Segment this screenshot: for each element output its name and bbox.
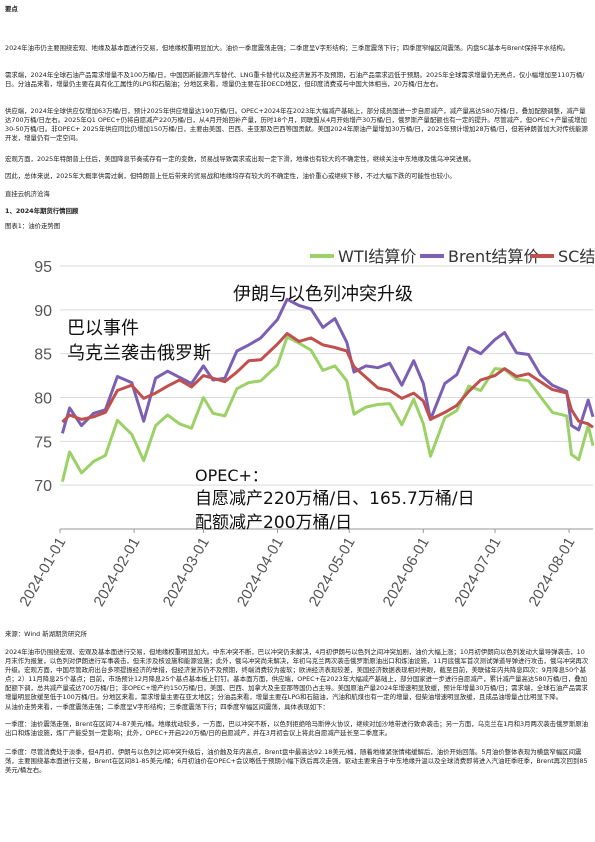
figure-caption: 图表1：油价走势图: [5, 222, 61, 230]
chart-annotation: 配额减产200万桶/日: [195, 513, 352, 533]
y-tick-label: 95: [34, 259, 52, 276]
oil-price-chart: 70 75 80 85 90 95 2024-01-01 2024-02-01 2024-03-…: [5, 236, 595, 626]
y-tick-label: 70: [34, 478, 52, 495]
paragraph-macro: 宏观方面，2025年特朗普上任后，美国降息节奏或存有一定的变数，贸易战导致需求或…: [5, 155, 475, 163]
oil-price-chart-svg: 70 75 80 85 90 95 2024-01-01 2024-02-01 2024-03-…: [16, 247, 595, 610]
x-tick-label: 2024-07-01: [451, 535, 504, 610]
x-tick-label: 2024-04-01: [234, 535, 287, 610]
x-tick-label: 2024-03-01: [160, 535, 213, 610]
chart-annotation: 巴以事件: [67, 318, 139, 339]
series-line-1: [60, 335, 595, 483]
x-tick-label: 2024-02-01: [90, 535, 143, 610]
paragraph-trend-intro: 从油价走势来看，一季度震荡走强；二季度呈V字形结构；三季度震荡下行；四季度窄幅区…: [5, 703, 329, 711]
chart-annotation: 自愿减产220万桶/日、165.7万桶/日: [195, 489, 475, 509]
chart-annotation: 乌克兰袭击俄罗斯: [67, 343, 211, 364]
y-tick-label: 85: [34, 347, 52, 364]
legend-label-3: SC结算价: [558, 247, 595, 266]
series-line-3: [61, 332, 594, 429]
paragraph-review: 2024年油市仍围绕宏观、宏观及基本面进行交易，但地缘权重明显加大。中东冲突不断…: [5, 648, 589, 701]
y-tick-label: 75: [34, 434, 52, 451]
paragraph-q2: 二季度：尽管消费处于淡季，但4月初，伊朗与以色列之间冲突升级后，油价触及年内高点…: [5, 748, 588, 774]
x-tick-label: 2024-05-01: [306, 535, 359, 610]
paragraph-q1: 一季度：油价震荡走强，Brent在区间74-87美元/桶。地缘扰动较多，一方面，…: [5, 720, 589, 737]
y-tick-label: 80: [34, 391, 52, 408]
heading-points: 要点: [5, 5, 18, 13]
paragraph-supply: 供应端，2024年全球供应仅增加63万桶/日，预计2025年供应增量达190万桶…: [5, 107, 588, 142]
paragraph-summary: 2024年油市仍主要围绕宏观、地缘及基本面进行交易，但地缘权重明显加大。油价一季…: [5, 44, 570, 52]
chart-annotation: 伊朗与以色列冲突升级: [233, 284, 413, 305]
legend-label-2: Brent结算价: [448, 247, 539, 266]
chart-annotation: OPEC+：: [195, 466, 268, 485]
author-line: 直挂云帆济沧海: [5, 190, 50, 198]
section-heading: 1、2024年期货行情回顾: [5, 207, 79, 215]
x-tick-label: 2024-06-01: [380, 535, 433, 610]
x-tick-label: 2024-01-01: [16, 535, 69, 610]
figure-source: 来源：Wind 新湖期货研究所: [5, 630, 87, 638]
x-tick-label: 2024-08-01: [525, 535, 578, 610]
legend-label-1: WTI结算价: [338, 247, 416, 266]
paragraph-conclusion: 因此，总体来说，2025年大概率供需过剩，但特朗普上任后带来的贸易战和地缘均存有…: [5, 172, 456, 180]
series-line-2: [60, 297, 595, 434]
y-tick-label: 90: [34, 303, 52, 320]
paragraph-demand: 需求端，2024年全球石油产品需求增量不及100万桶/日，中国因新能源汽车替代、…: [5, 71, 585, 88]
